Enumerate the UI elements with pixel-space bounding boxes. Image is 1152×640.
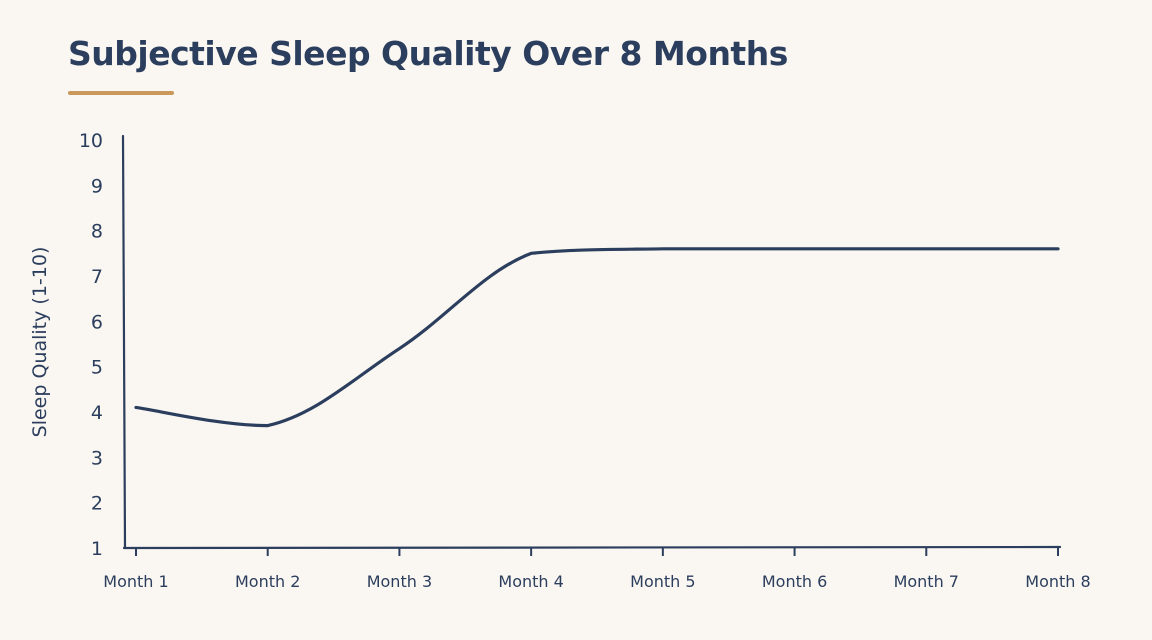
x-tick-label: Month 4 (498, 572, 563, 591)
y-tick-label: 9 (91, 175, 103, 197)
x-tick-label: Month 3 (367, 572, 432, 591)
y-tick-label: 6 (91, 311, 103, 333)
y-tick-label: 5 (91, 357, 103, 379)
y-axis-line (121, 134, 127, 550)
series-line (134, 247, 1060, 428)
chart-title: Subjective Sleep Quality Over 8 Months (68, 34, 788, 73)
tick-labels: 1 2 3 4 5 6 7 8 9 10 Month 1 Month 2 Month 3 Month 4 M… (79, 130, 1091, 591)
x-tick-label: Month 1 (103, 572, 168, 591)
x-tick-label: Month 6 (762, 572, 827, 591)
y-tick-label: 8 (91, 221, 103, 243)
x-tick-label: Month 2 (235, 572, 300, 591)
y-tick-label: 1 (91, 538, 103, 560)
y-tick-label: 7 (91, 266, 103, 288)
y-tick-label: 2 (91, 493, 103, 515)
x-axis-line (122, 545, 1062, 550)
y-tick-label: 4 (91, 402, 103, 424)
x-tick-label: Month 8 (1025, 572, 1090, 591)
x-tick-label: Month 5 (630, 572, 695, 591)
y-tick-label: 3 (91, 447, 103, 469)
title-underline (68, 91, 174, 95)
x-tick-label: Month 7 (894, 572, 959, 591)
series-layer (134, 247, 1060, 428)
axes (121, 134, 1062, 550)
y-tick-label: 10 (79, 130, 103, 152)
y-axis-title: Sleep Quality (1-10) (29, 247, 51, 438)
